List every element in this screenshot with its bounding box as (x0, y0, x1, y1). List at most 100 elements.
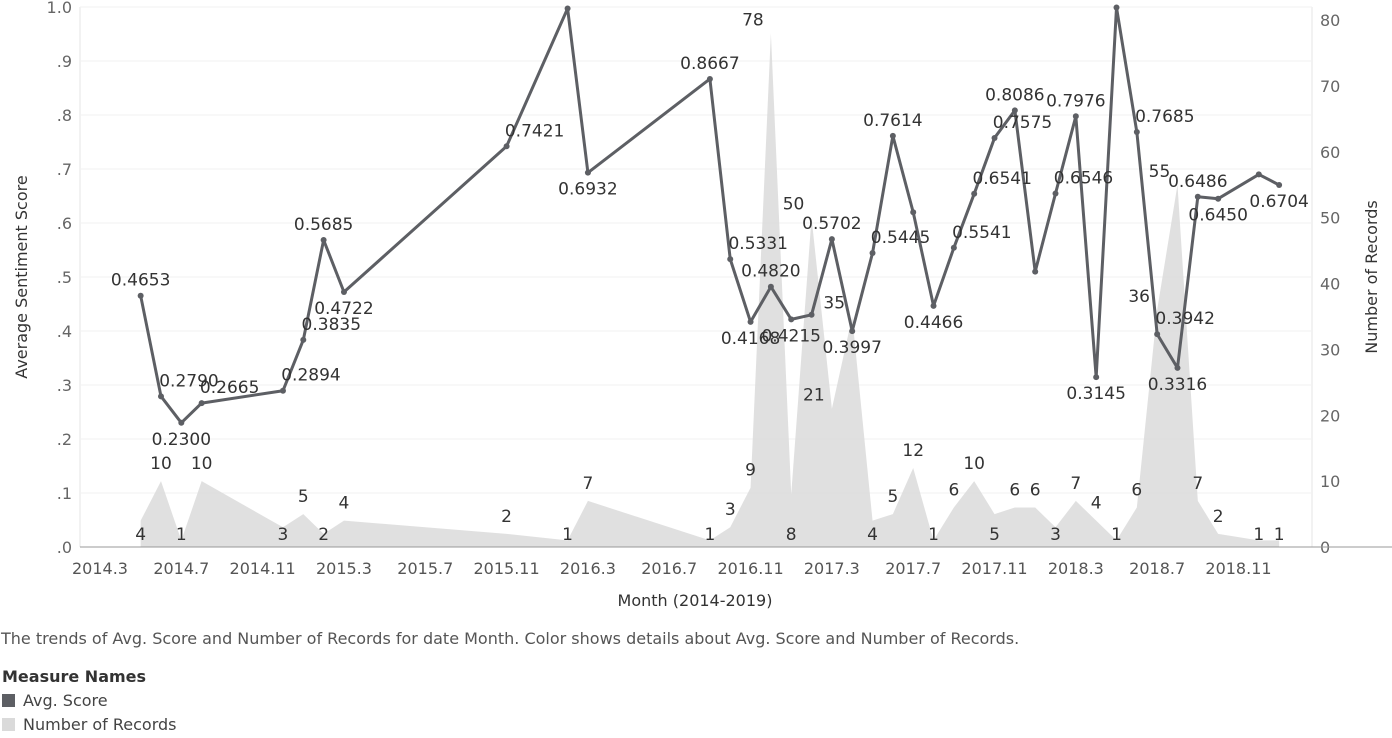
score-point (869, 249, 876, 256)
score-point (991, 134, 998, 141)
x-tick-label: 2015.7 (397, 559, 453, 578)
x-tick-label: 2014.11 (230, 559, 296, 578)
score-point (727, 256, 734, 263)
x-axis-title: Month (2014-2019) (618, 591, 773, 610)
y-tick-label-left: .9 (57, 52, 72, 71)
score-point (1113, 4, 1120, 11)
score-point (340, 289, 347, 296)
records-data-label: 7 (1192, 474, 1203, 494)
score-point (971, 190, 978, 197)
score-data-label: 0.3145 (1066, 384, 1125, 404)
score-data-label: 0.2894 (281, 366, 340, 386)
legend-item-avg-score[interactable]: Avg. Score (2, 688, 176, 712)
score-data-label: 0.2665 (200, 378, 259, 398)
x-tick-label: 2016.3 (560, 559, 616, 578)
y-tick-label-left: 1.0 (47, 0, 72, 17)
records-data-label: 36 (1128, 287, 1150, 307)
records-data-label: 78 (742, 10, 764, 30)
score-point (1032, 268, 1039, 275)
score-point (279, 387, 286, 394)
y-tick-label-right: 20 (1320, 406, 1340, 425)
score-point (300, 336, 307, 343)
score-data-label: 0.3997 (822, 338, 881, 358)
records-data-label: 1 (176, 525, 187, 545)
y-tick-label-left: .7 (57, 160, 72, 179)
records-data-label: 50 (783, 195, 805, 215)
score-point (950, 244, 957, 251)
y-axis-title-right: Number of Records (1362, 200, 1381, 353)
score-data-label: 0.8086 (985, 85, 1044, 105)
score-point (808, 311, 815, 318)
score-point (157, 393, 164, 400)
score-data-label: 0.6932 (558, 180, 617, 200)
score-data-label: 0.2300 (152, 430, 211, 450)
score-point (1194, 193, 1201, 200)
records-data-label: 4 (339, 494, 350, 514)
score-point (910, 209, 917, 216)
legend-swatch-avg-score (2, 693, 15, 707)
score-point (1276, 181, 1283, 188)
y-tick-label-left: .1 (57, 484, 72, 503)
x-tick-label: 2018.3 (1048, 559, 1104, 578)
score-data-label: 0.6486 (1168, 172, 1227, 192)
score-data-label: 0.5445 (871, 228, 930, 248)
score-data-label: 0.4820 (741, 262, 800, 282)
axes: 1.0.9.8.7.6.5.4.3.2.1.080706050403020100… (12, 0, 1392, 610)
records-data-label: 6 (1009, 480, 1020, 500)
score-data-label: 0.3942 (1155, 309, 1214, 329)
records-data-label: 3 (725, 500, 736, 520)
records-data-label: 7 (1070, 474, 1081, 494)
records-data-label: 10 (963, 454, 985, 474)
legend-label-avg-score: Avg. Score (23, 690, 108, 710)
score-data-label: 0.7976 (1046, 91, 1105, 111)
records-data-label: 4 (867, 525, 878, 545)
data-labels: 0.4653 0.2790 0.2300 0.2665 0.2894 0.3835 0.56… (111, 0, 1309, 545)
records-data-label: 3 (1050, 525, 1061, 545)
score-point (1174, 364, 1181, 371)
records-data-label: 2 (318, 525, 329, 545)
records-data-label: 9 (745, 461, 756, 481)
score-point (503, 143, 510, 150)
score-point (1093, 374, 1100, 381)
score-point (767, 283, 774, 290)
score-point (137, 292, 144, 299)
records-area (140, 33, 1280, 547)
records-data-label: 5 (298, 487, 309, 507)
y-tick-label-right: 60 (1320, 143, 1340, 162)
score-point (1215, 195, 1222, 202)
y-tick-label-right: 50 (1320, 209, 1340, 228)
legend-item-number-of-records[interactable]: Number of Records (2, 712, 176, 736)
score-point (198, 400, 205, 407)
y-tick-label-left: .0 (57, 538, 72, 557)
records-data-label: 35 (823, 294, 845, 314)
score-point (564, 5, 571, 12)
y-tick-label-right: 80 (1320, 11, 1340, 30)
score-data-label: 0.5541 (952, 223, 1011, 243)
records-data-label: 8 (786, 525, 797, 545)
x-tick-label: 2017.3 (804, 559, 860, 578)
legend: Measure Names Avg. Score Number of Recor… (2, 667, 176, 736)
x-tick-label: 2014.7 (153, 559, 209, 578)
records-data-label: 2 (501, 507, 512, 527)
records-data-label: 2 (1213, 507, 1224, 527)
dual-axis-chart: 1.0.9.8.7.6.5.4.3.2.1.080706050403020100… (12, 0, 1392, 610)
records-area-layer (140, 33, 1280, 547)
records-data-label: 3 (278, 525, 289, 545)
x-tick-label: 2015.3 (316, 559, 372, 578)
x-tick-label: 2018.11 (1205, 559, 1271, 578)
x-tick-label: 2016.11 (717, 559, 783, 578)
score-point (706, 75, 713, 82)
x-tick-label: 2015.11 (474, 559, 540, 578)
y-tick-label-left: .3 (57, 376, 72, 395)
score-point (747, 318, 754, 325)
score-data-label: 0.7575 (993, 113, 1052, 133)
y-tick-label-right: 70 (1320, 77, 1340, 96)
score-data-label: 0.3316 (1148, 375, 1207, 395)
score-point (1255, 171, 1262, 178)
score-data-label: 0.5685 (294, 215, 353, 235)
records-data-label: 12 (902, 441, 924, 461)
records-data-label: 10 (150, 454, 172, 474)
records-data-label: 4 (1091, 494, 1102, 514)
records-data-label: 1 (1274, 525, 1285, 545)
score-data-label: 0.4722 (314, 299, 373, 319)
